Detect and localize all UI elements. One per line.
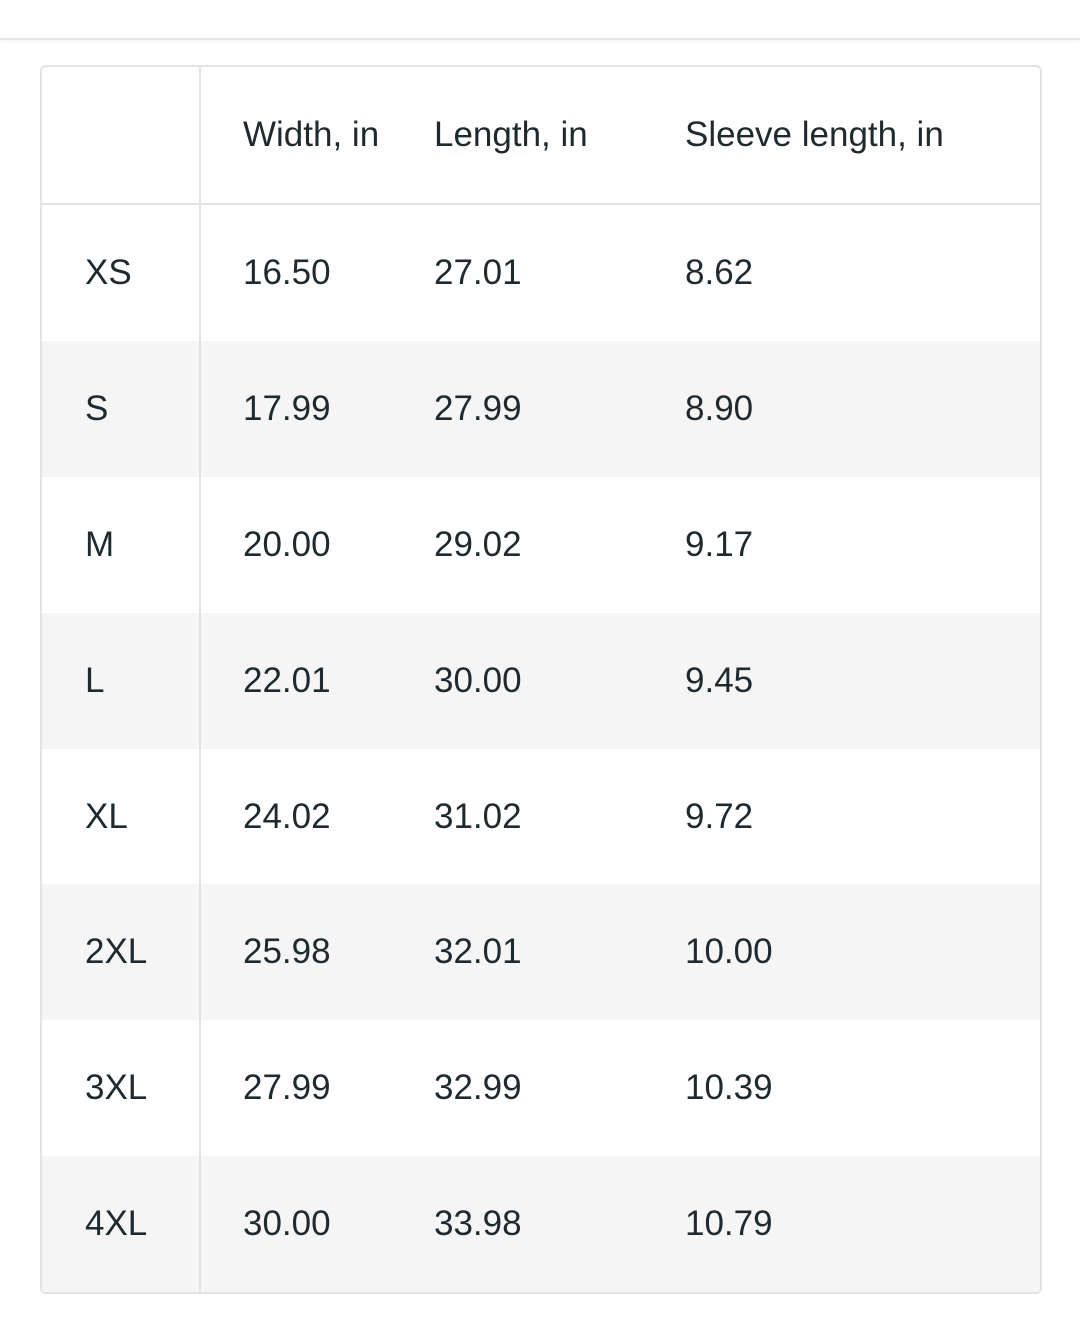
cell-length: 27.99 [434, 388, 522, 428]
cell-size: 3XL [42, 1020, 201, 1157]
header-width: Width, in [243, 115, 380, 154]
cell-length: 29.02 [434, 524, 522, 564]
size-chart-table: Width, in Length, in Sleeve length, in X… [40, 65, 1042, 1295]
cell-width: 24.02 [243, 796, 331, 836]
header-length: Length, in [434, 115, 588, 154]
cell-sleeve-length: 10.00 [685, 932, 773, 972]
cell-length: 32.99 [434, 1068, 522, 1108]
table-row: 4XL 30.00 33.98 10.79 [42, 1156, 1040, 1293]
cell-length: 30.00 [434, 660, 522, 700]
table-row: 2XL 25.98 32.01 10.00 [42, 884, 1040, 1021]
cell-width: 17.99 [243, 388, 331, 428]
top-bar [0, 0, 1080, 40]
cell-length: 27.01 [434, 252, 522, 292]
table-row: S 17.99 27.99 8.90 [42, 340, 1040, 477]
cell-width: 22.01 [243, 660, 331, 700]
cell-sleeve-length: 10.39 [685, 1068, 773, 1108]
table-row: M 20.00 29.02 9.17 [42, 476, 1040, 613]
cell-width: 27.99 [243, 1068, 331, 1108]
cell-size: XS [42, 205, 201, 341]
cell-sleeve-length: 8.62 [685, 252, 754, 292]
table-row: L 22.01 30.00 9.45 [42, 612, 1040, 749]
cell-size: L [42, 612, 201, 749]
table-row: 3XL 27.99 32.99 10.39 [42, 1020, 1040, 1157]
cell-size: 2XL [42, 884, 201, 1021]
cell-size: XL [42, 748, 201, 885]
cell-size: 4XL [42, 1156, 201, 1293]
cell-sleeve-length: 10.79 [685, 1204, 773, 1244]
cell-sleeve-length: 9.17 [685, 524, 754, 564]
cell-sleeve-length: 9.72 [685, 796, 754, 836]
table-row: XL 24.02 31.02 9.72 [42, 748, 1040, 885]
cell-width: 25.98 [243, 932, 331, 972]
cell-size: M [42, 476, 201, 613]
cell-length: 33.98 [434, 1204, 522, 1244]
table-row: XS 16.50 27.01 8.62 [42, 205, 1040, 341]
cell-sleeve-length: 8.90 [685, 388, 754, 428]
header-size [42, 67, 201, 203]
cell-length: 31.02 [434, 796, 522, 836]
header-sleeve-length: Sleeve length, in [685, 115, 944, 154]
table-header-row: Width, in Length, in Sleeve length, in [42, 67, 1040, 205]
cell-width: 16.50 [243, 252, 331, 292]
cell-width: 30.00 [243, 1204, 331, 1244]
cell-sleeve-length: 9.45 [685, 660, 754, 700]
cell-size: S [42, 340, 201, 477]
cell-width: 20.00 [243, 524, 331, 564]
cell-length: 32.01 [434, 932, 522, 972]
